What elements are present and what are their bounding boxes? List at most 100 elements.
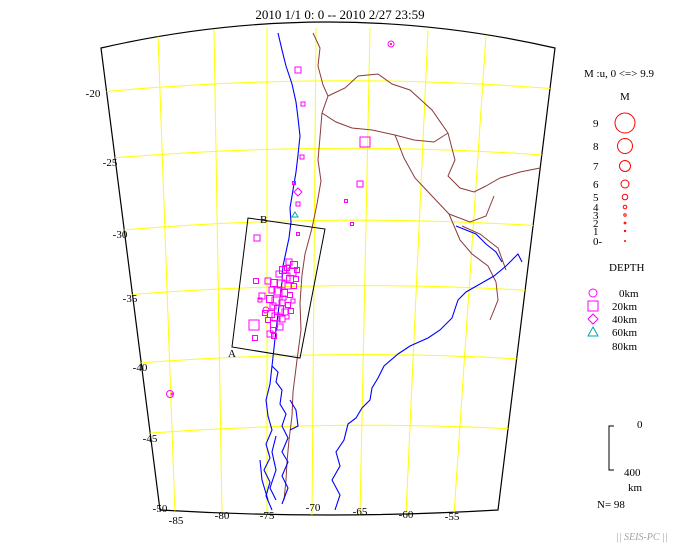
event-square-icon [293,276,299,282]
event-dot-icon [390,43,392,45]
magnitude-label: 8 [593,141,599,153]
lon-label: -70 [306,502,321,514]
event-square-icon [253,234,261,242]
lon-label: -80 [215,510,230,522]
event-square-icon [271,333,277,339]
lat-label: -20 [86,88,101,100]
lon-label: -65 [353,506,368,518]
lon-label: -75 [260,510,275,522]
event-square-icon [356,180,364,188]
scale-top-label: 0 [637,419,643,431]
event-square-icon [291,283,297,289]
event-square-icon [294,66,302,74]
epicenters [166,40,395,398]
magnitude-label: 5 [593,192,599,204]
depth-label: 0km [619,288,639,300]
event-square-icon [253,278,259,284]
square-icon [587,300,599,312]
event-square-icon [287,292,293,298]
event-square-icon [284,314,290,320]
depth-label: 80km [612,341,638,353]
depth-scale-bar [608,425,614,471]
lat-label: -40 [133,362,148,374]
circle-icon [588,288,598,298]
magnitude-symbol-icon [619,160,631,172]
magnitude-symbol-icon [623,229,627,233]
event-square-icon [292,181,296,185]
event-diamond-icon [293,187,303,197]
event-square-icon [299,154,305,160]
latitude-gridlines [101,80,555,439]
event-square-icon [300,101,306,107]
magnitude-header: M [620,91,630,103]
event-square-icon [252,335,258,341]
magnitude-symbol-icon [614,112,636,134]
magnitude-label: 4 [593,202,599,214]
depth-label: 20km [612,301,638,313]
magnitude-label: 2 [593,218,599,230]
country-borders [283,32,555,501]
lat-label: -50 [153,503,168,515]
event-square-icon [350,222,354,226]
event-square-icon [288,308,294,314]
magnitude-symbol-icon [624,240,626,242]
magnitude-label: 0- [593,236,603,248]
event-square-icon [290,298,296,304]
depth-header: DEPTH [609,262,645,274]
magnitude-label: 9 [593,118,599,130]
triangle-icon [587,325,599,337]
event-square-icon [248,319,260,331]
magnitude-label: 1 [593,226,599,238]
event-square-icon [281,295,287,301]
event-triangle-icon [291,211,299,218]
map-title: 2010 1/1 0: 0 -- 2010 2/27 23:59 [255,7,424,22]
magnitude-symbol-icon [623,221,627,225]
cross-section-end-label: B [260,214,267,226]
magnitude-symbol-icon [623,213,627,217]
event-square-icon [257,297,263,303]
magnitude-label: 6 [593,179,599,191]
event-circle-icon [262,306,270,314]
depth-label: 60km [612,327,638,339]
event-square-icon [295,201,301,207]
scale-unit-label: km [628,482,643,494]
depth-label: 40km [612,314,638,326]
event-square-icon [359,136,371,148]
coastline [259,32,523,511]
lon-label: -55 [445,511,460,523]
magnitude-symbol-icon [621,193,629,201]
scale-bottom-label: 400 [624,467,641,479]
event-square-icon [273,286,283,296]
cross-section-start-label: A [228,348,236,360]
event-square-icon [268,286,276,294]
event-circle-icon [387,40,395,48]
software-credit: || SEIS-PC || [616,532,668,543]
event-square-icon [344,199,348,203]
event-circle-icon [170,392,174,396]
lon-label: -85 [169,515,184,527]
lat-label: -30 [113,229,128,241]
lat-label: -45 [143,433,158,445]
magnitude-symbol-icon [622,204,628,210]
map-frame [100,21,556,516]
event-square-icon [276,323,284,331]
cross-section-box [231,217,326,359]
event-square-icon [285,302,291,308]
lon-label: -60 [399,509,414,521]
event-square-icon [296,232,300,236]
magnitude-range: M :u, 0 <=> 9.9 [584,68,654,80]
lat-label: -35 [123,293,138,305]
diamond-icon [587,313,599,325]
magnitude-label: 7 [593,161,599,173]
magnitude-symbol-icon [620,179,630,189]
lat-label: -25 [103,157,118,169]
magnitude-symbol-icon [617,138,633,154]
magnitude-label: 3 [593,210,599,222]
event-count: N= 98 [597,499,625,511]
longitude-gridlines [157,27,487,515]
event-square-icon [294,267,300,273]
